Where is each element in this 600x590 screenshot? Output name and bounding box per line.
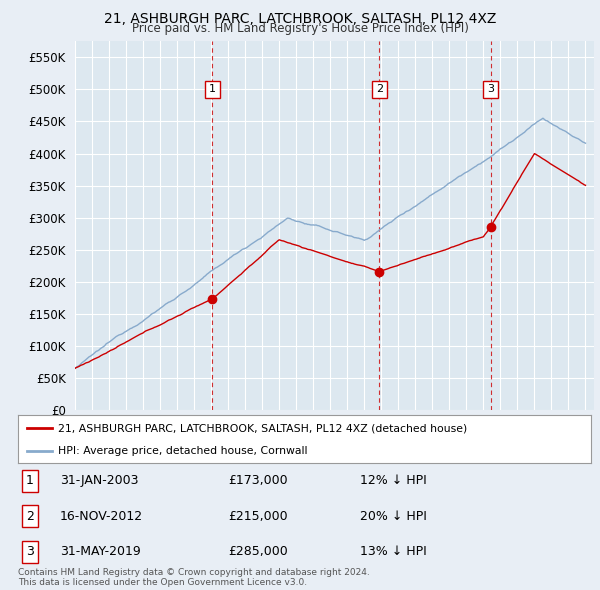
Text: Price paid vs. HM Land Registry's House Price Index (HPI): Price paid vs. HM Land Registry's House … xyxy=(131,22,469,35)
Text: 2: 2 xyxy=(376,84,383,94)
Text: 31-MAY-2019: 31-MAY-2019 xyxy=(60,545,141,558)
Text: 1: 1 xyxy=(209,84,216,94)
Text: 21, ASHBURGH PARC, LATCHBROOK, SALTASH, PL12 4XZ (detached house): 21, ASHBURGH PARC, LATCHBROOK, SALTASH, … xyxy=(58,423,467,433)
Text: 21, ASHBURGH PARC, LATCHBROOK, SALTASH, PL12 4XZ: 21, ASHBURGH PARC, LATCHBROOK, SALTASH, … xyxy=(104,12,496,26)
Text: 2: 2 xyxy=(26,510,34,523)
Text: 1: 1 xyxy=(26,474,34,487)
Text: Contains HM Land Registry data © Crown copyright and database right 2024.
This d: Contains HM Land Registry data © Crown c… xyxy=(18,568,370,587)
Text: £285,000: £285,000 xyxy=(228,545,288,558)
Text: HPI: Average price, detached house, Cornwall: HPI: Average price, detached house, Corn… xyxy=(58,446,308,456)
Text: 3: 3 xyxy=(487,84,494,94)
Text: £173,000: £173,000 xyxy=(228,474,287,487)
Text: 13% ↓ HPI: 13% ↓ HPI xyxy=(360,545,427,558)
Text: 3: 3 xyxy=(26,545,34,558)
Text: £215,000: £215,000 xyxy=(228,510,287,523)
Text: 12% ↓ HPI: 12% ↓ HPI xyxy=(360,474,427,487)
Text: 31-JAN-2003: 31-JAN-2003 xyxy=(60,474,139,487)
Text: 20% ↓ HPI: 20% ↓ HPI xyxy=(360,510,427,523)
Text: 16-NOV-2012: 16-NOV-2012 xyxy=(60,510,143,523)
